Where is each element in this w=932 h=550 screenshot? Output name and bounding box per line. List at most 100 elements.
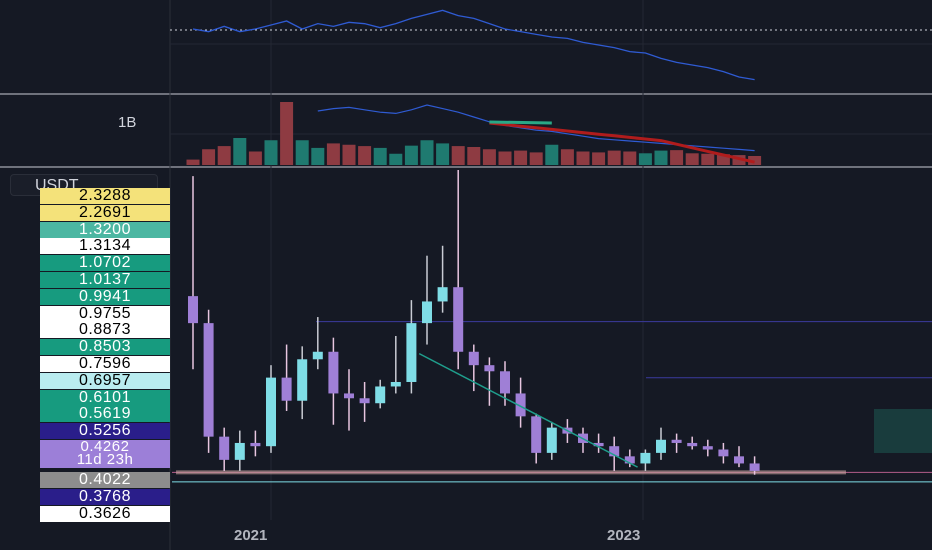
volume-bar <box>389 153 403 165</box>
volume-bar <box>326 143 340 165</box>
position-box <box>874 409 932 453</box>
volume-bar <box>498 151 512 165</box>
volume-bar <box>685 153 699 165</box>
volume-bar <box>358 146 372 165</box>
current-price-band <box>176 470 846 475</box>
volume-bar <box>217 146 231 165</box>
price-label: 0.6101 <box>40 389 170 406</box>
candle-body <box>468 351 479 366</box>
volume-bar <box>529 152 543 165</box>
candle-body <box>266 377 276 447</box>
price-label: 0.4262 11d 23h <box>40 439 170 468</box>
candle-body <box>453 287 464 352</box>
candle-body <box>500 371 510 394</box>
candle-body <box>390 381 401 387</box>
price-label: 1.0702 <box>40 255 170 272</box>
volume-bar <box>233 138 247 165</box>
candle-body <box>624 456 635 464</box>
volume-bar <box>654 150 668 165</box>
price-label: 0.5256 <box>40 423 170 440</box>
candle-body <box>656 439 666 453</box>
price-label: 0.3626 <box>40 505 170 522</box>
candle-body <box>593 442 604 447</box>
candle-body <box>671 439 682 443</box>
volume-bar <box>576 151 590 165</box>
volume-bar <box>373 147 387 165</box>
red-ma-line <box>489 121 755 164</box>
candle-body <box>531 416 542 453</box>
volume-bar <box>451 146 465 165</box>
volume-bar <box>295 140 309 165</box>
volume-bar <box>248 151 262 165</box>
candle-body <box>328 351 339 394</box>
volume-bar <box>545 144 559 165</box>
volume-bar <box>311 147 325 165</box>
volume-bar <box>436 143 450 165</box>
volume-axis-label: 1B <box>118 114 137 131</box>
price-axis: 1B USDT 2.3288 2.2691 1.3200 1.3134 1.0702 1.… <box>0 0 170 550</box>
price-label: 2.2691 <box>40 204 170 221</box>
volume-bar <box>716 154 730 165</box>
volume-bar <box>280 102 294 165</box>
price-label: 0.8503 <box>40 339 170 356</box>
candle-body <box>375 386 386 404</box>
volume-bar <box>607 150 621 165</box>
candle-body <box>250 442 261 447</box>
price-label: 1.0137 <box>40 272 170 288</box>
price-label: 1.3134 <box>40 238 170 255</box>
volume-bar <box>748 156 762 165</box>
price-label: 2.3288 <box>40 188 170 204</box>
green-ma-line <box>489 120 552 125</box>
volume-bar <box>186 159 200 165</box>
candle-body <box>297 359 308 401</box>
volume-bar <box>670 150 684 165</box>
candle-body <box>422 301 432 324</box>
x-tick-2023: 2023 <box>607 527 641 544</box>
price-label: 0.6957 <box>40 372 170 389</box>
volume-bar <box>467 147 481 165</box>
candle-body <box>484 365 495 372</box>
candle-body <box>359 398 370 404</box>
candle-body <box>640 452 651 464</box>
volume-bar <box>342 144 356 165</box>
volume-bar <box>514 150 528 165</box>
candle-body <box>702 446 713 450</box>
candle-body <box>281 377 292 401</box>
volume-bar <box>264 140 278 165</box>
volume-bar <box>420 140 434 165</box>
price-label: 0.5619 <box>40 406 170 423</box>
candle-body <box>734 456 744 464</box>
candle-body <box>749 463 760 471</box>
volume-bar <box>592 152 606 165</box>
volume-bar <box>560 149 574 165</box>
price-label: 0.4022 <box>40 472 170 488</box>
price-label: 0.3768 <box>40 488 170 505</box>
candle-body <box>188 296 198 324</box>
rsi-line <box>192 9 755 81</box>
candle-body <box>406 323 417 382</box>
candle-body <box>687 442 698 447</box>
volume-bar <box>638 153 652 165</box>
x-tick-2021: 2021 <box>234 527 268 544</box>
candle-body <box>718 449 729 457</box>
volume-bar <box>623 151 637 165</box>
candle-body <box>234 442 245 460</box>
price-label: 0.8873 <box>40 322 170 339</box>
price-label: 0.7596 <box>40 356 170 372</box>
volume-bar <box>482 149 496 165</box>
candle-body <box>219 436 230 460</box>
candle-body <box>312 351 323 360</box>
price-label: 1.3200 <box>40 221 170 238</box>
candle-body <box>203 323 214 437</box>
candle-body <box>437 287 448 302</box>
trend-line <box>418 352 638 468</box>
volume-bar <box>701 153 715 165</box>
candle-body <box>515 393 526 417</box>
candle-body <box>344 393 354 399</box>
volume-bar <box>202 149 216 165</box>
candle-body <box>546 427 557 453</box>
volume-bar <box>404 145 418 165</box>
candle-body <box>609 446 620 457</box>
price-label: 0.9941 <box>40 288 170 305</box>
